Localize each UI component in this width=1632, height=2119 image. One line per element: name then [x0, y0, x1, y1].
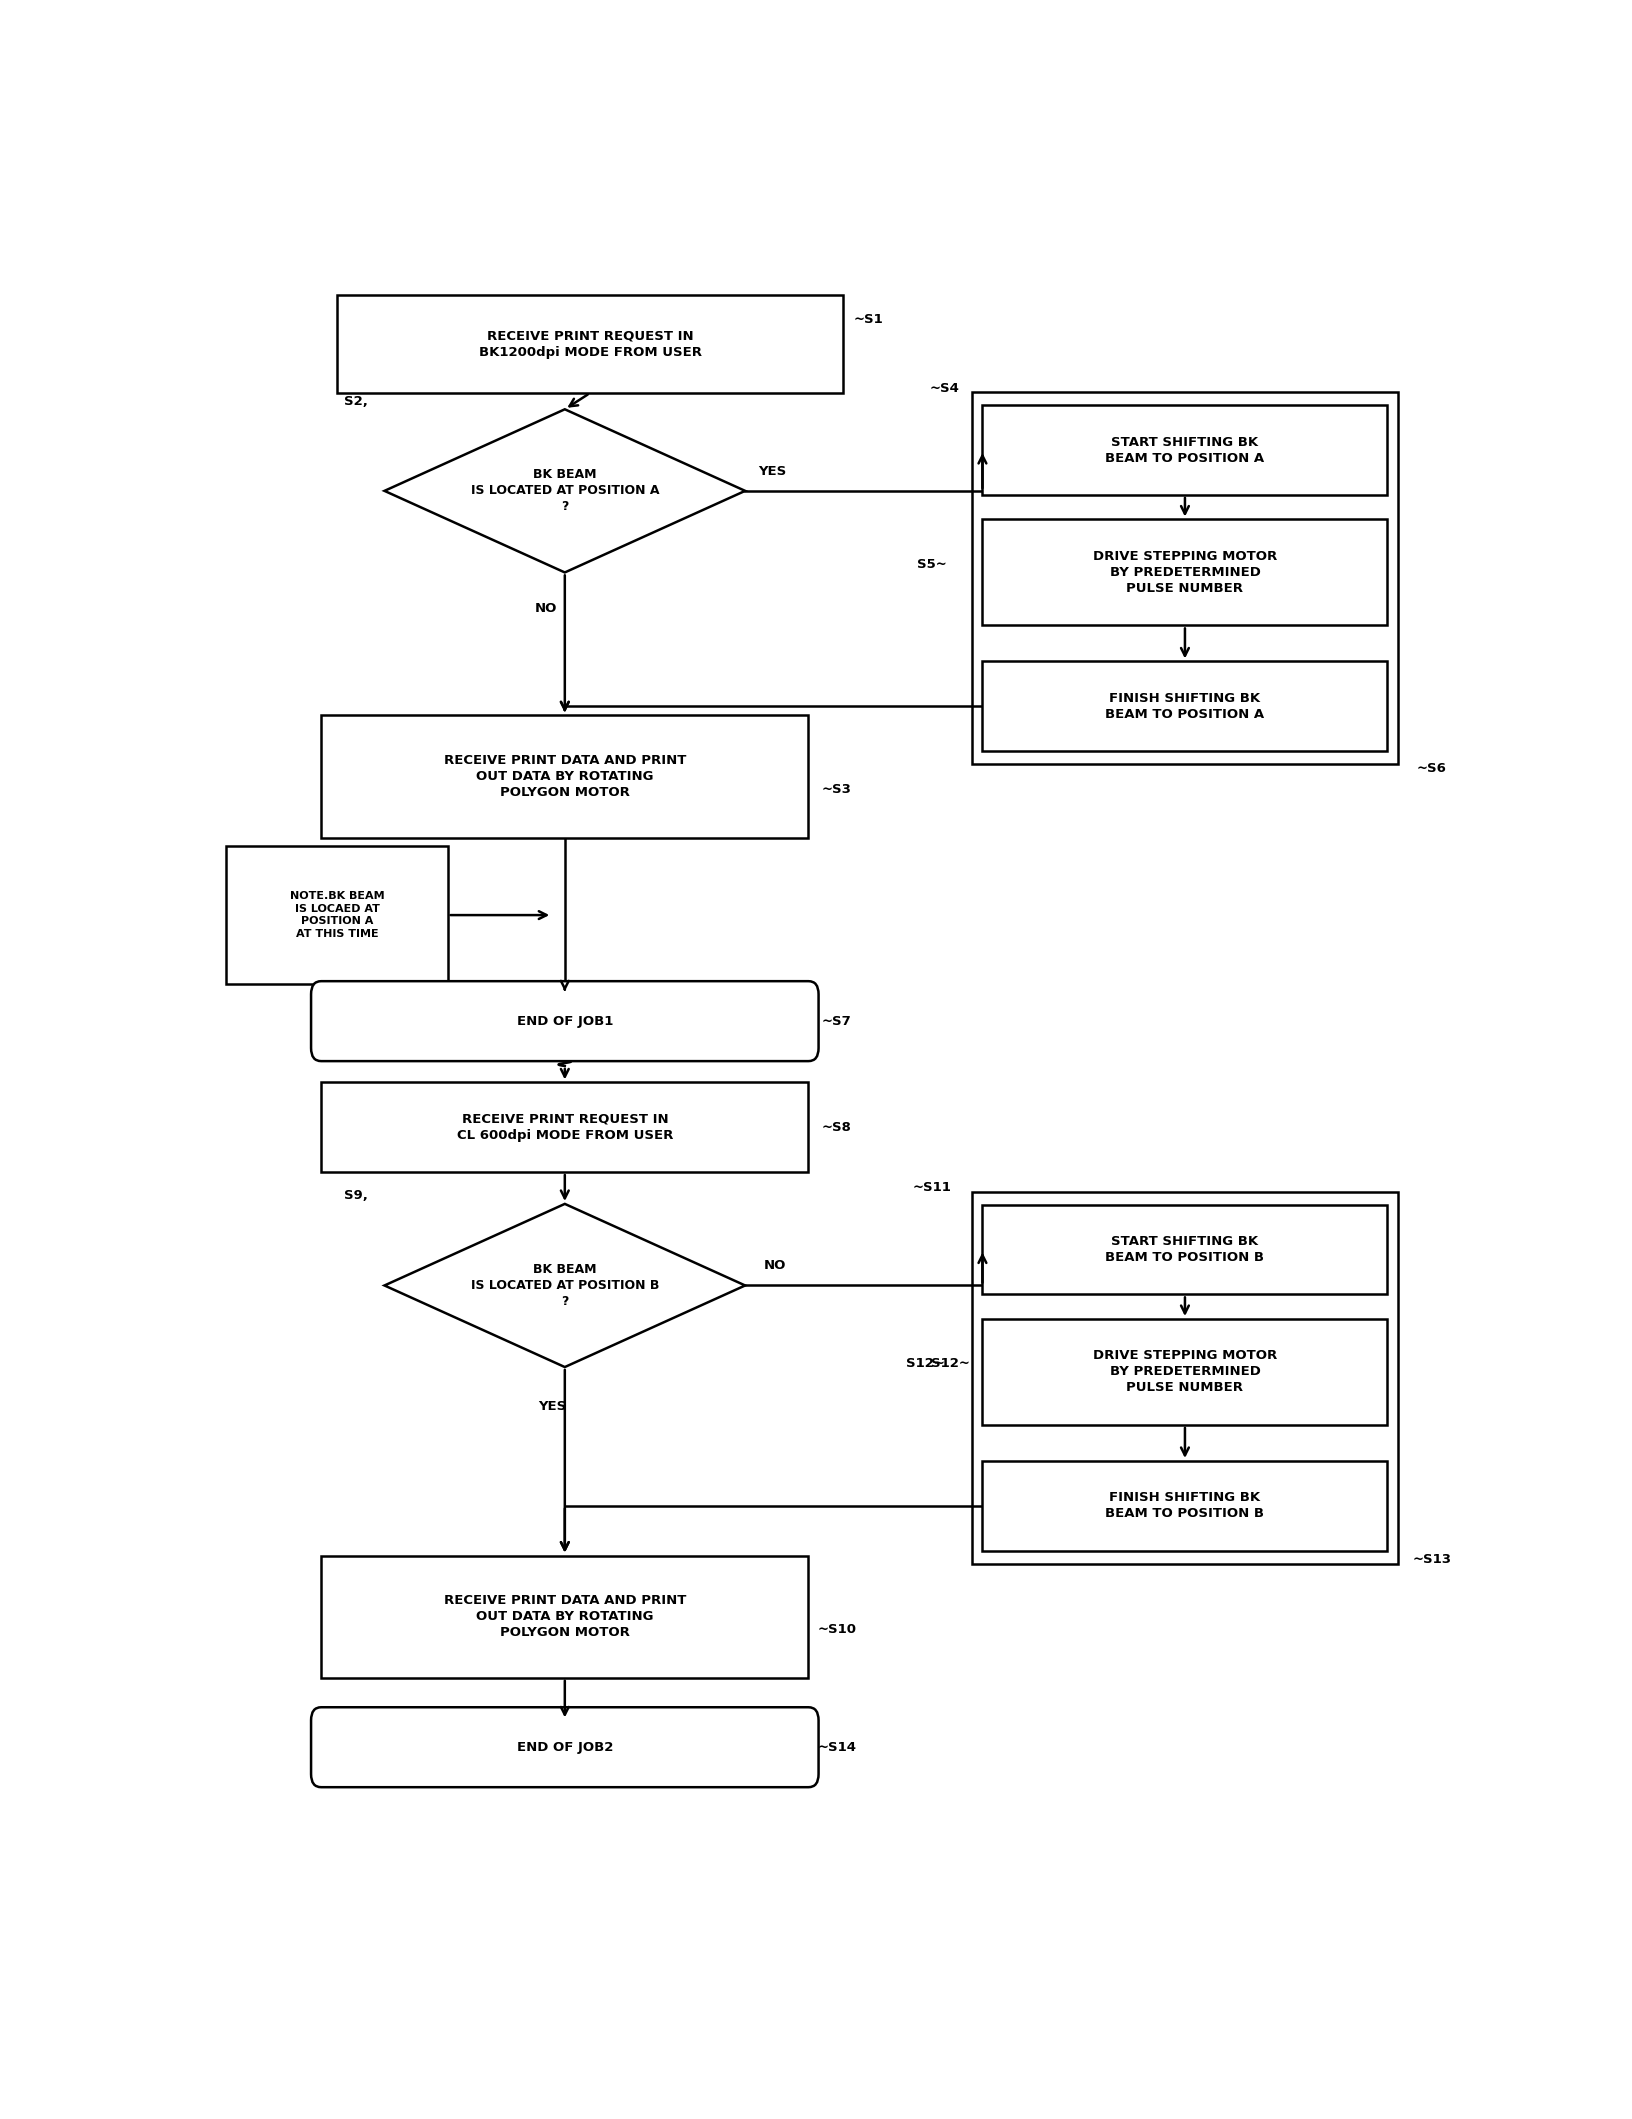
Text: END OF JOB1: END OF JOB1: [516, 1015, 612, 1028]
Text: RECEIVE PRINT DATA AND PRINT
OUT DATA BY ROTATING
POLYGON MOTOR: RECEIVE PRINT DATA AND PRINT OUT DATA BY…: [444, 754, 685, 799]
Text: RECEIVE PRINT REQUEST IN
BK1200dpi MODE FROM USER: RECEIVE PRINT REQUEST IN BK1200dpi MODE …: [478, 331, 702, 358]
Text: START SHIFTING BK
BEAM TO POSITION B: START SHIFTING BK BEAM TO POSITION B: [1105, 1235, 1263, 1265]
Text: DRIVE STEPPING MOTOR
BY PREDETERMINED
PULSE NUMBER: DRIVE STEPPING MOTOR BY PREDETERMINED PU…: [1092, 1350, 1276, 1394]
Text: ~S7: ~S7: [821, 1015, 852, 1028]
Text: ~S4: ~S4: [929, 381, 960, 394]
FancyBboxPatch shape: [336, 295, 842, 392]
Text: YES: YES: [757, 464, 785, 477]
Text: ~S3: ~S3: [821, 782, 852, 797]
FancyBboxPatch shape: [982, 661, 1387, 750]
FancyBboxPatch shape: [227, 845, 447, 985]
Text: RECEIVE PRINT REQUEST IN
CL 600dpi MODE FROM USER: RECEIVE PRINT REQUEST IN CL 600dpi MODE …: [457, 1112, 672, 1142]
Text: FINISH SHIFTING BK
BEAM TO POSITION B: FINISH SHIFTING BK BEAM TO POSITION B: [1105, 1492, 1263, 1519]
Text: ~S11: ~S11: [912, 1180, 951, 1195]
Text: ~S14: ~S14: [818, 1740, 855, 1755]
Text: FINISH SHIFTING BK
BEAM TO POSITION A: FINISH SHIFTING BK BEAM TO POSITION A: [1105, 691, 1263, 720]
Text: ~S13: ~S13: [1412, 1553, 1451, 1566]
Text: RECEIVE PRINT DATA AND PRINT
OUT DATA BY ROTATING
POLYGON MOTOR: RECEIVE PRINT DATA AND PRINT OUT DATA BY…: [444, 1593, 685, 1640]
FancyBboxPatch shape: [982, 405, 1387, 496]
Text: ~S1: ~S1: [854, 314, 883, 326]
FancyBboxPatch shape: [322, 716, 808, 837]
Text: END OF JOB2: END OF JOB2: [516, 1740, 612, 1755]
Text: DRIVE STEPPING MOTOR
BY PREDETERMINED
PULSE NUMBER: DRIVE STEPPING MOTOR BY PREDETERMINED PU…: [1092, 551, 1276, 595]
Text: S9,: S9,: [344, 1189, 367, 1201]
FancyBboxPatch shape: [310, 1708, 818, 1786]
Text: S12~: S12~: [930, 1358, 969, 1371]
Text: START SHIFTING BK
BEAM TO POSITION A: START SHIFTING BK BEAM TO POSITION A: [1105, 437, 1263, 464]
FancyBboxPatch shape: [982, 1318, 1387, 1424]
Polygon shape: [384, 1204, 744, 1367]
FancyBboxPatch shape: [310, 981, 818, 1062]
Text: ~S8: ~S8: [821, 1121, 852, 1134]
Text: YES: YES: [537, 1401, 566, 1413]
FancyBboxPatch shape: [982, 1206, 1387, 1295]
Text: ~S6: ~S6: [1417, 761, 1446, 776]
FancyBboxPatch shape: [982, 1460, 1387, 1551]
Text: S2,: S2,: [344, 394, 367, 407]
Text: NO: NO: [534, 602, 557, 615]
Text: S12~: S12~: [906, 1358, 945, 1371]
Polygon shape: [384, 409, 744, 572]
Text: S5~: S5~: [917, 557, 947, 570]
Text: ~S10: ~S10: [818, 1623, 855, 1636]
FancyBboxPatch shape: [322, 1083, 808, 1172]
Text: NO: NO: [764, 1259, 787, 1271]
FancyBboxPatch shape: [982, 519, 1387, 625]
Text: BK BEAM
IS LOCATED AT POSITION B
?: BK BEAM IS LOCATED AT POSITION B ?: [470, 1263, 659, 1307]
Text: BK BEAM
IS LOCATED AT POSITION A
?: BK BEAM IS LOCATED AT POSITION A ?: [470, 468, 659, 513]
Text: NOTE.BK BEAM
IS LOCAED AT
POSITION A
AT THIS TIME: NOTE.BK BEAM IS LOCAED AT POSITION A AT …: [289, 892, 384, 939]
FancyBboxPatch shape: [322, 1555, 808, 1678]
